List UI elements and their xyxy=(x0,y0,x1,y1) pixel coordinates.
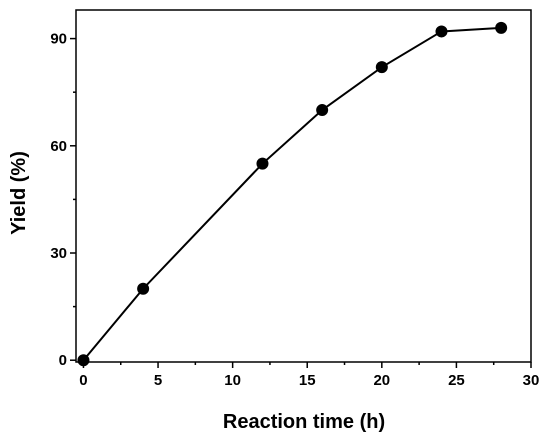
x-tick-label: 30 xyxy=(523,372,540,389)
x-tick-label: 5 xyxy=(154,372,162,389)
ticks: 0 5 10 15 20 25 30 0 30 60 90 xyxy=(50,31,539,389)
y-axis-title: Yield (%) xyxy=(8,151,30,235)
x-tick-label: 20 xyxy=(373,372,390,389)
data-point xyxy=(256,157,269,170)
x-tick-label: 0 xyxy=(79,372,87,389)
series-line xyxy=(82,26,502,361)
data-point xyxy=(77,354,90,367)
plot-frame xyxy=(75,9,532,363)
y-tick-label: 0 xyxy=(59,352,67,369)
y-tick-label: 30 xyxy=(50,245,67,262)
data-point xyxy=(137,282,150,295)
data-point xyxy=(375,61,388,74)
x-axis-title: Reaction time (h) xyxy=(223,411,385,433)
y-tick-label: 90 xyxy=(50,31,67,48)
x-tick-label: 15 xyxy=(299,372,316,389)
data-point xyxy=(495,21,508,34)
y-tick-label: 60 xyxy=(50,138,67,155)
data-point xyxy=(316,104,329,117)
series xyxy=(77,21,508,367)
data-point xyxy=(435,25,448,38)
x-tick-label: 10 xyxy=(224,372,241,389)
x-tick-label: 25 xyxy=(448,372,465,389)
